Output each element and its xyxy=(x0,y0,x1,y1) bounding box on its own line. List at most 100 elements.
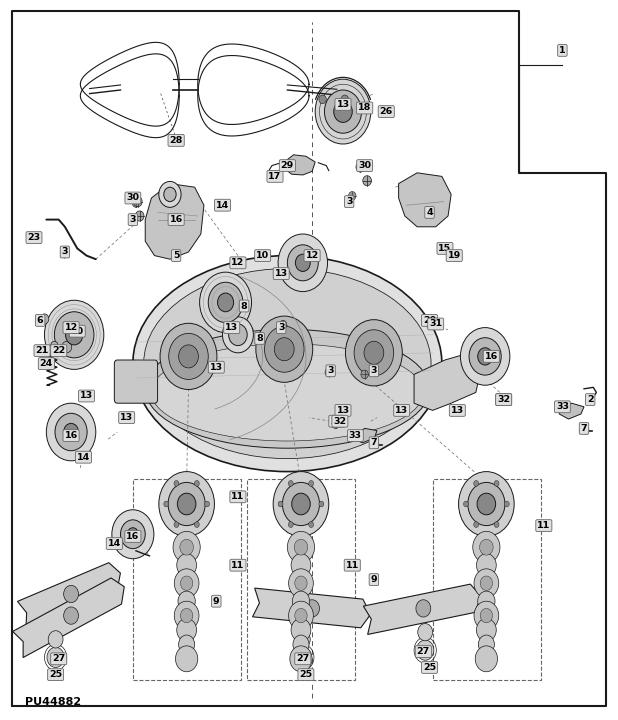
Circle shape xyxy=(282,482,320,526)
Circle shape xyxy=(349,192,356,200)
Circle shape xyxy=(315,79,371,144)
FancyBboxPatch shape xyxy=(114,360,158,403)
Circle shape xyxy=(179,635,195,654)
Circle shape xyxy=(474,601,499,630)
Circle shape xyxy=(169,333,208,379)
Circle shape xyxy=(160,323,217,390)
Polygon shape xyxy=(284,155,315,175)
Circle shape xyxy=(291,618,311,642)
Text: 27: 27 xyxy=(296,654,310,663)
Circle shape xyxy=(305,600,320,617)
Circle shape xyxy=(289,522,293,528)
Circle shape xyxy=(62,341,72,353)
Text: 13: 13 xyxy=(210,363,223,372)
Text: 14: 14 xyxy=(497,395,510,404)
Ellipse shape xyxy=(145,329,430,448)
Text: 24: 24 xyxy=(40,359,53,368)
Polygon shape xyxy=(353,428,377,443)
Text: 13: 13 xyxy=(274,269,288,278)
Text: 12: 12 xyxy=(305,251,319,260)
Text: 6: 6 xyxy=(37,316,43,325)
Text: 26: 26 xyxy=(379,107,393,116)
Circle shape xyxy=(265,326,304,372)
Text: 27: 27 xyxy=(52,654,66,663)
Text: 13: 13 xyxy=(395,406,408,415)
Circle shape xyxy=(164,501,169,507)
Circle shape xyxy=(51,341,58,350)
Text: 25: 25 xyxy=(423,663,436,672)
Circle shape xyxy=(66,325,83,345)
Circle shape xyxy=(229,324,247,346)
Circle shape xyxy=(64,423,78,441)
Circle shape xyxy=(425,318,434,328)
Circle shape xyxy=(177,493,196,515)
Circle shape xyxy=(44,300,104,369)
Circle shape xyxy=(295,576,307,590)
Circle shape xyxy=(325,368,332,377)
Circle shape xyxy=(416,600,431,617)
Circle shape xyxy=(460,328,510,385)
Circle shape xyxy=(478,635,494,654)
Circle shape xyxy=(354,330,394,376)
Circle shape xyxy=(278,234,328,292)
Circle shape xyxy=(289,480,293,486)
Text: 10: 10 xyxy=(70,327,84,336)
Circle shape xyxy=(176,646,198,672)
Circle shape xyxy=(319,95,326,104)
Text: 30: 30 xyxy=(126,194,140,202)
Circle shape xyxy=(475,646,497,672)
Ellipse shape xyxy=(133,256,442,472)
Circle shape xyxy=(341,95,349,104)
Polygon shape xyxy=(363,584,481,634)
Text: 28: 28 xyxy=(169,136,183,145)
Circle shape xyxy=(278,501,283,507)
Text: 14: 14 xyxy=(77,453,90,462)
Circle shape xyxy=(178,591,195,611)
Text: 5: 5 xyxy=(173,251,179,260)
Text: 14: 14 xyxy=(108,539,121,548)
Circle shape xyxy=(177,554,197,577)
Polygon shape xyxy=(253,588,371,628)
Circle shape xyxy=(474,522,479,528)
Circle shape xyxy=(279,320,287,329)
Circle shape xyxy=(295,631,310,648)
Circle shape xyxy=(47,647,64,667)
Text: 13: 13 xyxy=(80,392,93,400)
Text: 8: 8 xyxy=(256,334,263,343)
Circle shape xyxy=(361,370,368,379)
Circle shape xyxy=(40,314,49,324)
Text: 23: 23 xyxy=(27,233,41,242)
Circle shape xyxy=(256,316,313,382)
Circle shape xyxy=(494,522,499,528)
Text: 15: 15 xyxy=(438,244,452,253)
Text: 11: 11 xyxy=(345,561,359,570)
Text: 7: 7 xyxy=(581,424,587,433)
Text: 3: 3 xyxy=(278,323,284,332)
Text: 13: 13 xyxy=(336,406,350,415)
Text: 3: 3 xyxy=(62,248,68,256)
Text: 16: 16 xyxy=(485,352,498,361)
Circle shape xyxy=(289,601,313,630)
Text: 3: 3 xyxy=(328,366,334,375)
Circle shape xyxy=(174,522,179,528)
Text: 3: 3 xyxy=(130,215,136,224)
Circle shape xyxy=(180,576,193,590)
Text: 9: 9 xyxy=(371,575,377,584)
Text: 9: 9 xyxy=(213,597,219,606)
Circle shape xyxy=(112,510,154,559)
Circle shape xyxy=(295,608,307,623)
Circle shape xyxy=(417,640,434,660)
Circle shape xyxy=(345,320,402,386)
Circle shape xyxy=(174,480,179,486)
Circle shape xyxy=(48,631,63,648)
Circle shape xyxy=(174,569,199,598)
Circle shape xyxy=(174,601,199,630)
Circle shape xyxy=(464,501,468,507)
Polygon shape xyxy=(559,403,584,419)
Circle shape xyxy=(478,348,493,365)
Text: 25: 25 xyxy=(49,670,62,679)
Circle shape xyxy=(121,520,145,549)
Text: 20: 20 xyxy=(423,316,436,325)
Circle shape xyxy=(469,338,501,375)
Circle shape xyxy=(292,591,310,611)
